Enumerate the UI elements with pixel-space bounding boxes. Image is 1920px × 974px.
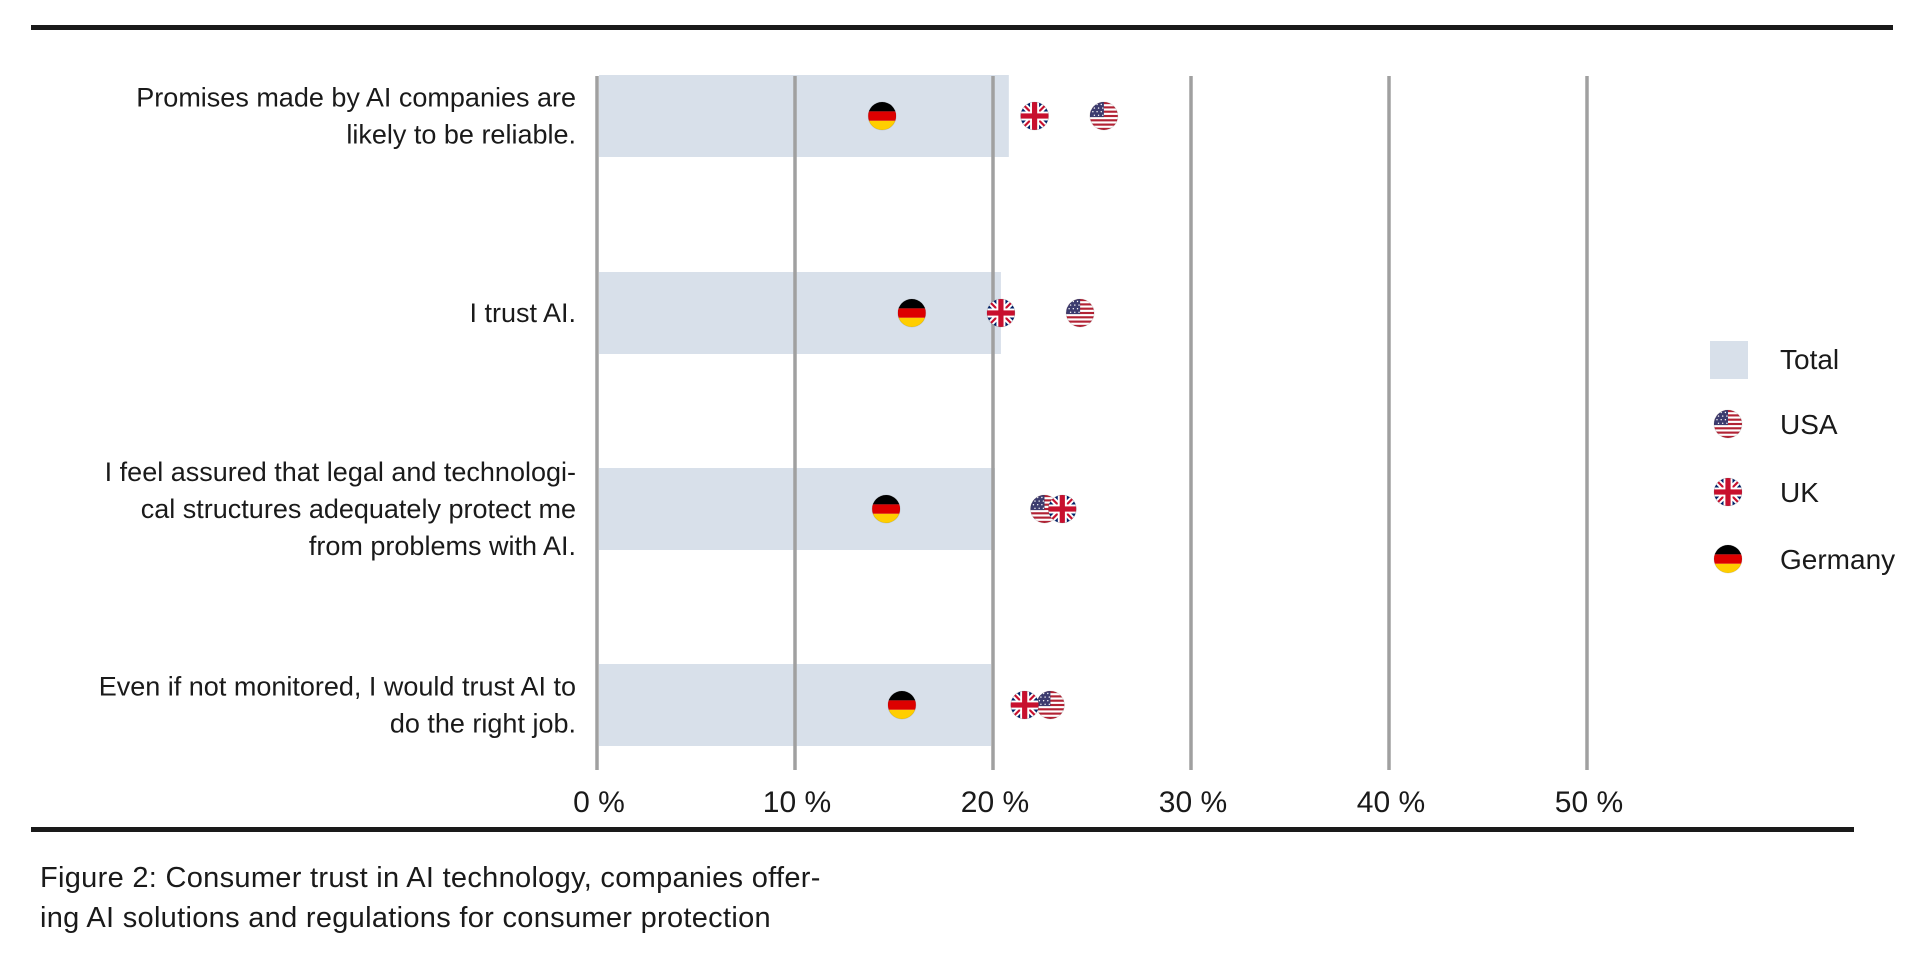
germany-flag-marker	[867, 101, 897, 131]
total-bar	[599, 75, 1009, 157]
total-bar	[599, 272, 1001, 354]
usa-flag-marker	[1089, 101, 1119, 131]
x-tick-label: 20 %	[961, 786, 1029, 819]
legend-item-total: Total	[1710, 341, 1839, 379]
legend-item-usa: USA	[1713, 409, 1838, 440]
usa-flag-icon	[1713, 409, 1743, 439]
x-tick-label: 0 %	[573, 786, 625, 819]
x-axis-ticks: 0 % 10 % 20 % 30 % 40 % 50 %	[573, 786, 1623, 819]
germany-flag-marker	[871, 494, 901, 524]
category-label: Even if not monitored, I would trust AI …	[99, 672, 576, 702]
flags-layer	[867, 101, 1119, 720]
legend-label: UK	[1780, 477, 1819, 508]
category-labels: Promises made by AI companies are likely …	[99, 83, 576, 739]
germany-flag-marker	[887, 690, 917, 720]
category-label: from problems with AI.	[309, 531, 576, 561]
legend-item-germany: Germany	[1713, 544, 1895, 575]
uk-flag-marker	[1020, 101, 1049, 131]
legend-label: Germany	[1780, 544, 1895, 575]
germany-flag-marker	[897, 298, 927, 328]
uk-flag-marker	[986, 298, 1016, 328]
usa-flag-marker	[1036, 690, 1065, 720]
total-bar	[599, 468, 995, 550]
germany-flag-icon	[1713, 544, 1743, 574]
category-label: likely to be reliable.	[346, 120, 576, 150]
category-label: cal structures adequately protect me	[141, 494, 576, 524]
x-tick-label: 50 %	[1555, 786, 1623, 819]
uk-flag-marker	[1010, 690, 1040, 720]
category-label: do the right job.	[390, 709, 576, 739]
category-label: Promises made by AI companies are	[136, 83, 576, 113]
uk-flag-icon	[1713, 477, 1743, 507]
category-label: I trust AI.	[469, 298, 576, 328]
caption-line-2: ing AI solutions and regulations for con…	[40, 902, 771, 934]
usa-flag-marker	[1065, 298, 1095, 328]
grid-layer	[595, 76, 1589, 770]
bottom-rule	[31, 827, 1854, 832]
trust-chart: Promises made by AI companies are likely …	[99, 75, 1895, 819]
figure-caption: Figure 2: Consumer trust in AI technolog…	[40, 858, 980, 938]
bars-layer	[599, 75, 1009, 746]
caption-line-1: Figure 2: Consumer trust in AI technolog…	[40, 862, 821, 894]
category-label: I feel assured that legal and technologi…	[105, 457, 576, 487]
legend: Total USA UK Germany	[1710, 341, 1895, 575]
legend-item-uk: UK	[1713, 477, 1819, 508]
top-rule	[31, 25, 1893, 30]
legend-label: Total	[1780, 344, 1839, 375]
x-tick-label: 40 %	[1357, 786, 1425, 819]
x-tick-label: 10 %	[763, 786, 831, 819]
legend-swatch-total	[1710, 341, 1748, 379]
x-tick-label: 30 %	[1159, 786, 1227, 819]
legend-label: USA	[1780, 409, 1838, 440]
uk-flag-marker	[1047, 494, 1077, 524]
